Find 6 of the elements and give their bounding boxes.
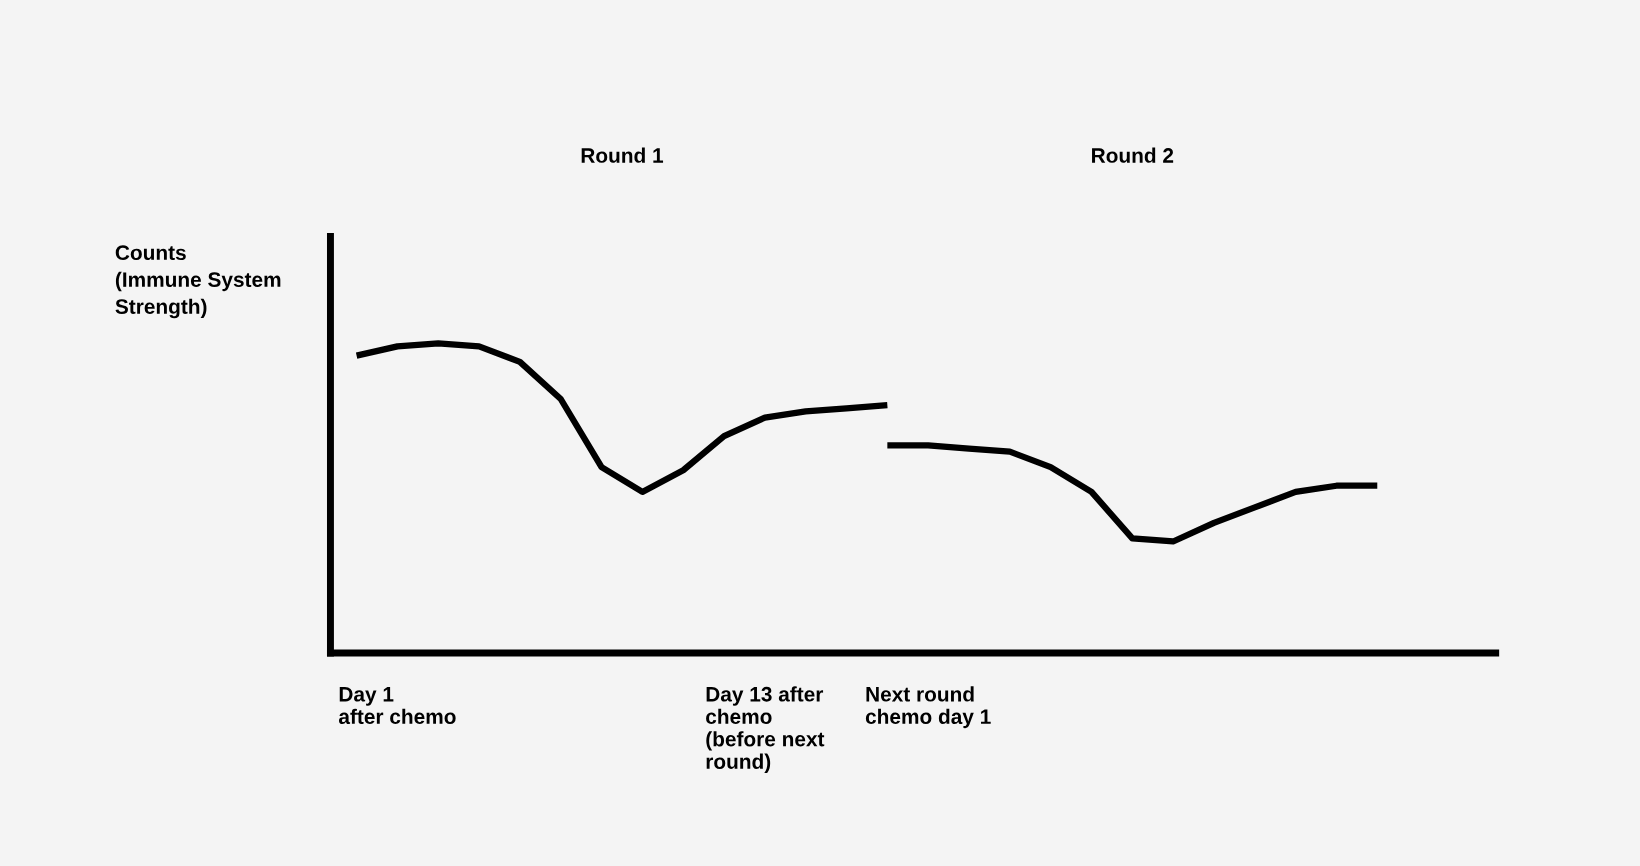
x-tick-label: Day 1 after chemo [338, 687, 456, 725]
x-tick-label: Next round chemo day 1 [865, 686, 991, 729]
y-axis-title: Counts (Immune System Strength) [115, 245, 281, 319]
x-tick-label: Day 13 after chemo (before next round) [706, 686, 825, 774]
text: Round 2 [1092, 147, 1174, 163]
text: Round 1 [581, 147, 664, 163]
